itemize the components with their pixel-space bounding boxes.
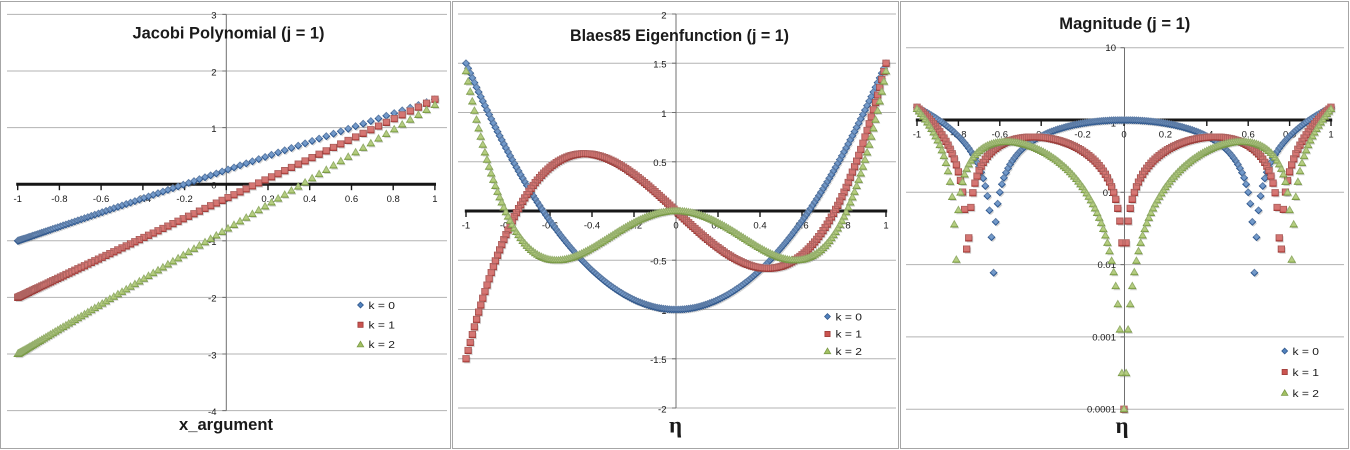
svg-text:1: 1 — [432, 194, 437, 205]
svg-text:1: 1 — [1328, 130, 1333, 141]
svg-text:1: 1 — [211, 124, 216, 135]
svg-text:10: 10 — [1105, 43, 1116, 54]
svg-text:2: 2 — [661, 10, 666, 21]
svg-text:0.6: 0.6 — [1242, 130, 1255, 141]
svg-text:0.6: 0.6 — [345, 194, 358, 205]
svg-text:0.0001: 0.0001 — [1087, 405, 1116, 416]
svg-text:k = 2: k = 2 — [369, 339, 396, 351]
svg-text:0.2: 0.2 — [1159, 130, 1172, 141]
svg-text:0: 0 — [211, 181, 216, 192]
svg-text:Jacobi Polynomial (j = 1): Jacobi Polynomial (j = 1) — [133, 23, 325, 42]
svg-text:k = 2: k = 2 — [836, 346, 863, 358]
svg-text:-1.5: -1.5 — [650, 355, 666, 366]
svg-text:-1: -1 — [13, 194, 21, 205]
svg-text:k = 2: k = 2 — [1293, 388, 1320, 400]
svg-text:0.4: 0.4 — [303, 194, 316, 205]
svg-text:k = 1: k = 1 — [369, 320, 396, 332]
svg-text:x_argument: x_argument — [179, 415, 273, 434]
svg-text:1: 1 — [883, 221, 888, 232]
svg-text:3: 3 — [211, 11, 216, 22]
svg-text:k = 0: k = 0 — [836, 311, 863, 323]
svg-text:Blaes85 Eigenfunction (j = 1): Blaes85 Eigenfunction (j = 1) — [570, 26, 789, 45]
svg-text:-1: -1 — [462, 221, 470, 232]
svg-text:k = 0: k = 0 — [369, 300, 396, 312]
svg-text:η: η — [669, 413, 682, 438]
svg-text:η: η — [1115, 413, 1128, 438]
svg-text:0.1: 0.1 — [1103, 188, 1116, 199]
svg-text:-0.2: -0.2 — [1074, 130, 1090, 141]
svg-text:0: 0 — [1121, 130, 1126, 141]
svg-text:-4: -4 — [208, 407, 216, 418]
svg-text:-0.8: -0.8 — [51, 194, 67, 205]
svg-text:0.01: 0.01 — [1098, 260, 1117, 271]
svg-text:1.5: 1.5 — [653, 60, 666, 71]
svg-text:-1: -1 — [913, 130, 921, 141]
svg-text:0.8: 0.8 — [837, 221, 850, 232]
svg-text:-2: -2 — [658, 404, 666, 415]
svg-text:-0.5: -0.5 — [650, 257, 666, 268]
svg-text:0.8: 0.8 — [387, 194, 400, 205]
svg-text:-2: -2 — [208, 294, 216, 305]
svg-text:k = 0: k = 0 — [1293, 346, 1320, 358]
svg-text:-0.6: -0.6 — [542, 221, 558, 232]
svg-text:-0.2: -0.2 — [176, 194, 192, 205]
svg-text:-0.6: -0.6 — [992, 130, 1008, 141]
svg-text:1: 1 — [661, 109, 666, 120]
svg-text:2: 2 — [211, 67, 216, 78]
svg-text:0.5: 0.5 — [653, 158, 666, 169]
svg-text:k = 1: k = 1 — [836, 329, 863, 341]
svg-text:0.001: 0.001 — [1092, 332, 1116, 343]
svg-text:0.4: 0.4 — [753, 221, 766, 232]
svg-text:0.2: 0.2 — [261, 194, 274, 205]
svg-text:-3: -3 — [208, 350, 216, 361]
svg-text:Magnitude (j = 1): Magnitude (j = 1) — [1059, 14, 1190, 33]
svg-text:0: 0 — [673, 221, 678, 232]
svg-text:-0.4: -0.4 — [584, 221, 600, 232]
svg-text:k = 1: k = 1 — [1293, 367, 1320, 379]
svg-text:-0.6: -0.6 — [93, 194, 109, 205]
